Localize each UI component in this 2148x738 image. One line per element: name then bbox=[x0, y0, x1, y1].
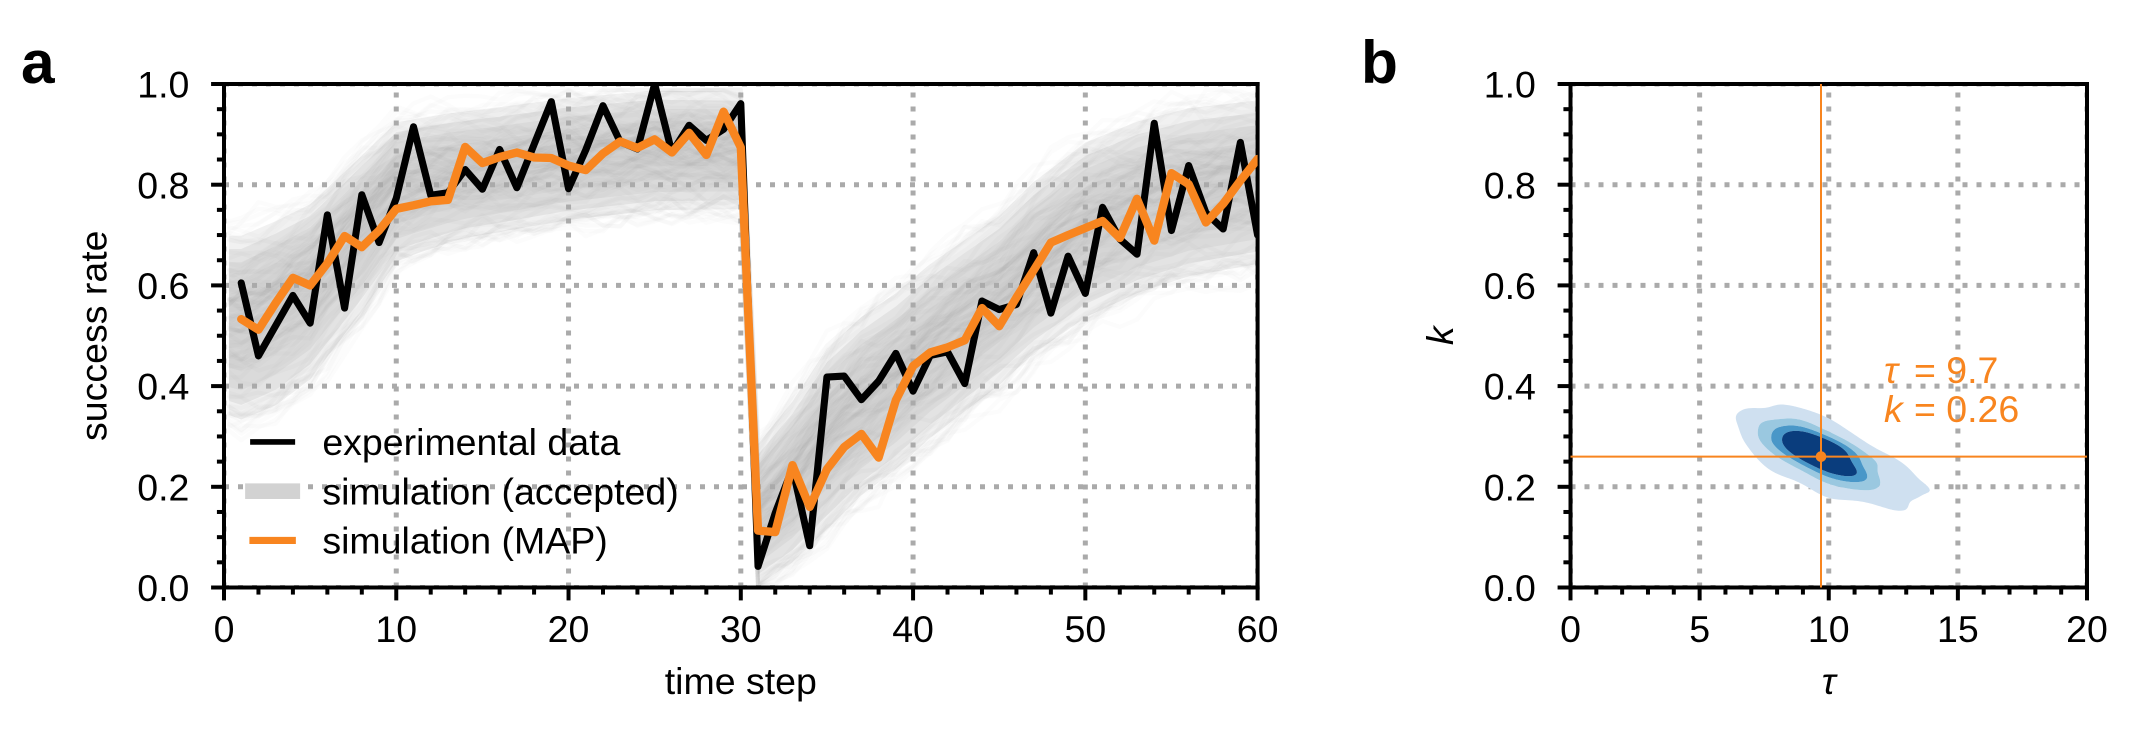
svg-text:0.8: 0.8 bbox=[137, 164, 189, 206]
svg-text:0.0: 0.0 bbox=[137, 567, 189, 609]
svg-text:0: 0 bbox=[214, 608, 235, 650]
svg-text:τ: τ bbox=[1884, 349, 1900, 391]
svg-text:0.2: 0.2 bbox=[137, 466, 189, 508]
svg-text:10: 10 bbox=[1808, 608, 1850, 650]
svg-text:1.0: 1.0 bbox=[137, 64, 189, 106]
svg-text:0.4: 0.4 bbox=[1484, 366, 1536, 408]
svg-text:τ: τ bbox=[1822, 660, 1838, 702]
svg-text:k: k bbox=[1884, 388, 1905, 430]
svg-text:30: 30 bbox=[720, 608, 762, 650]
svg-text:0.6: 0.6 bbox=[1484, 265, 1536, 307]
svg-text:= 0.26: = 0.26 bbox=[1914, 388, 2019, 430]
svg-text:60: 60 bbox=[1237, 608, 1279, 650]
svg-text:0.8: 0.8 bbox=[1484, 164, 1536, 206]
svg-text:= 9.7: = 9.7 bbox=[1914, 349, 1998, 391]
svg-text:time step: time step bbox=[665, 660, 817, 702]
svg-text:20: 20 bbox=[548, 608, 590, 650]
svg-text:0.0: 0.0 bbox=[1484, 567, 1536, 609]
svg-text:5: 5 bbox=[1689, 608, 1710, 650]
svg-text:15: 15 bbox=[1937, 608, 1979, 650]
svg-text:10: 10 bbox=[375, 608, 417, 650]
svg-text:simulation (MAP): simulation (MAP) bbox=[322, 520, 607, 562]
svg-text:20: 20 bbox=[2066, 608, 2108, 650]
svg-text:b: b bbox=[1361, 28, 1398, 96]
svg-text:40: 40 bbox=[892, 608, 934, 650]
svg-text:0.6: 0.6 bbox=[137, 265, 189, 307]
svg-text:a: a bbox=[21, 28, 55, 96]
svg-text:50: 50 bbox=[1064, 608, 1106, 650]
svg-text:1.0: 1.0 bbox=[1484, 64, 1536, 106]
svg-text:0.2: 0.2 bbox=[1484, 466, 1536, 508]
svg-text:k: k bbox=[1419, 324, 1461, 345]
svg-text:success rate: success rate bbox=[73, 231, 115, 442]
svg-text:0: 0 bbox=[1560, 608, 1581, 650]
svg-text:simulation (accepted): simulation (accepted) bbox=[322, 470, 678, 512]
svg-text:experimental data: experimental data bbox=[322, 421, 620, 463]
svg-text:0.4: 0.4 bbox=[137, 366, 189, 408]
